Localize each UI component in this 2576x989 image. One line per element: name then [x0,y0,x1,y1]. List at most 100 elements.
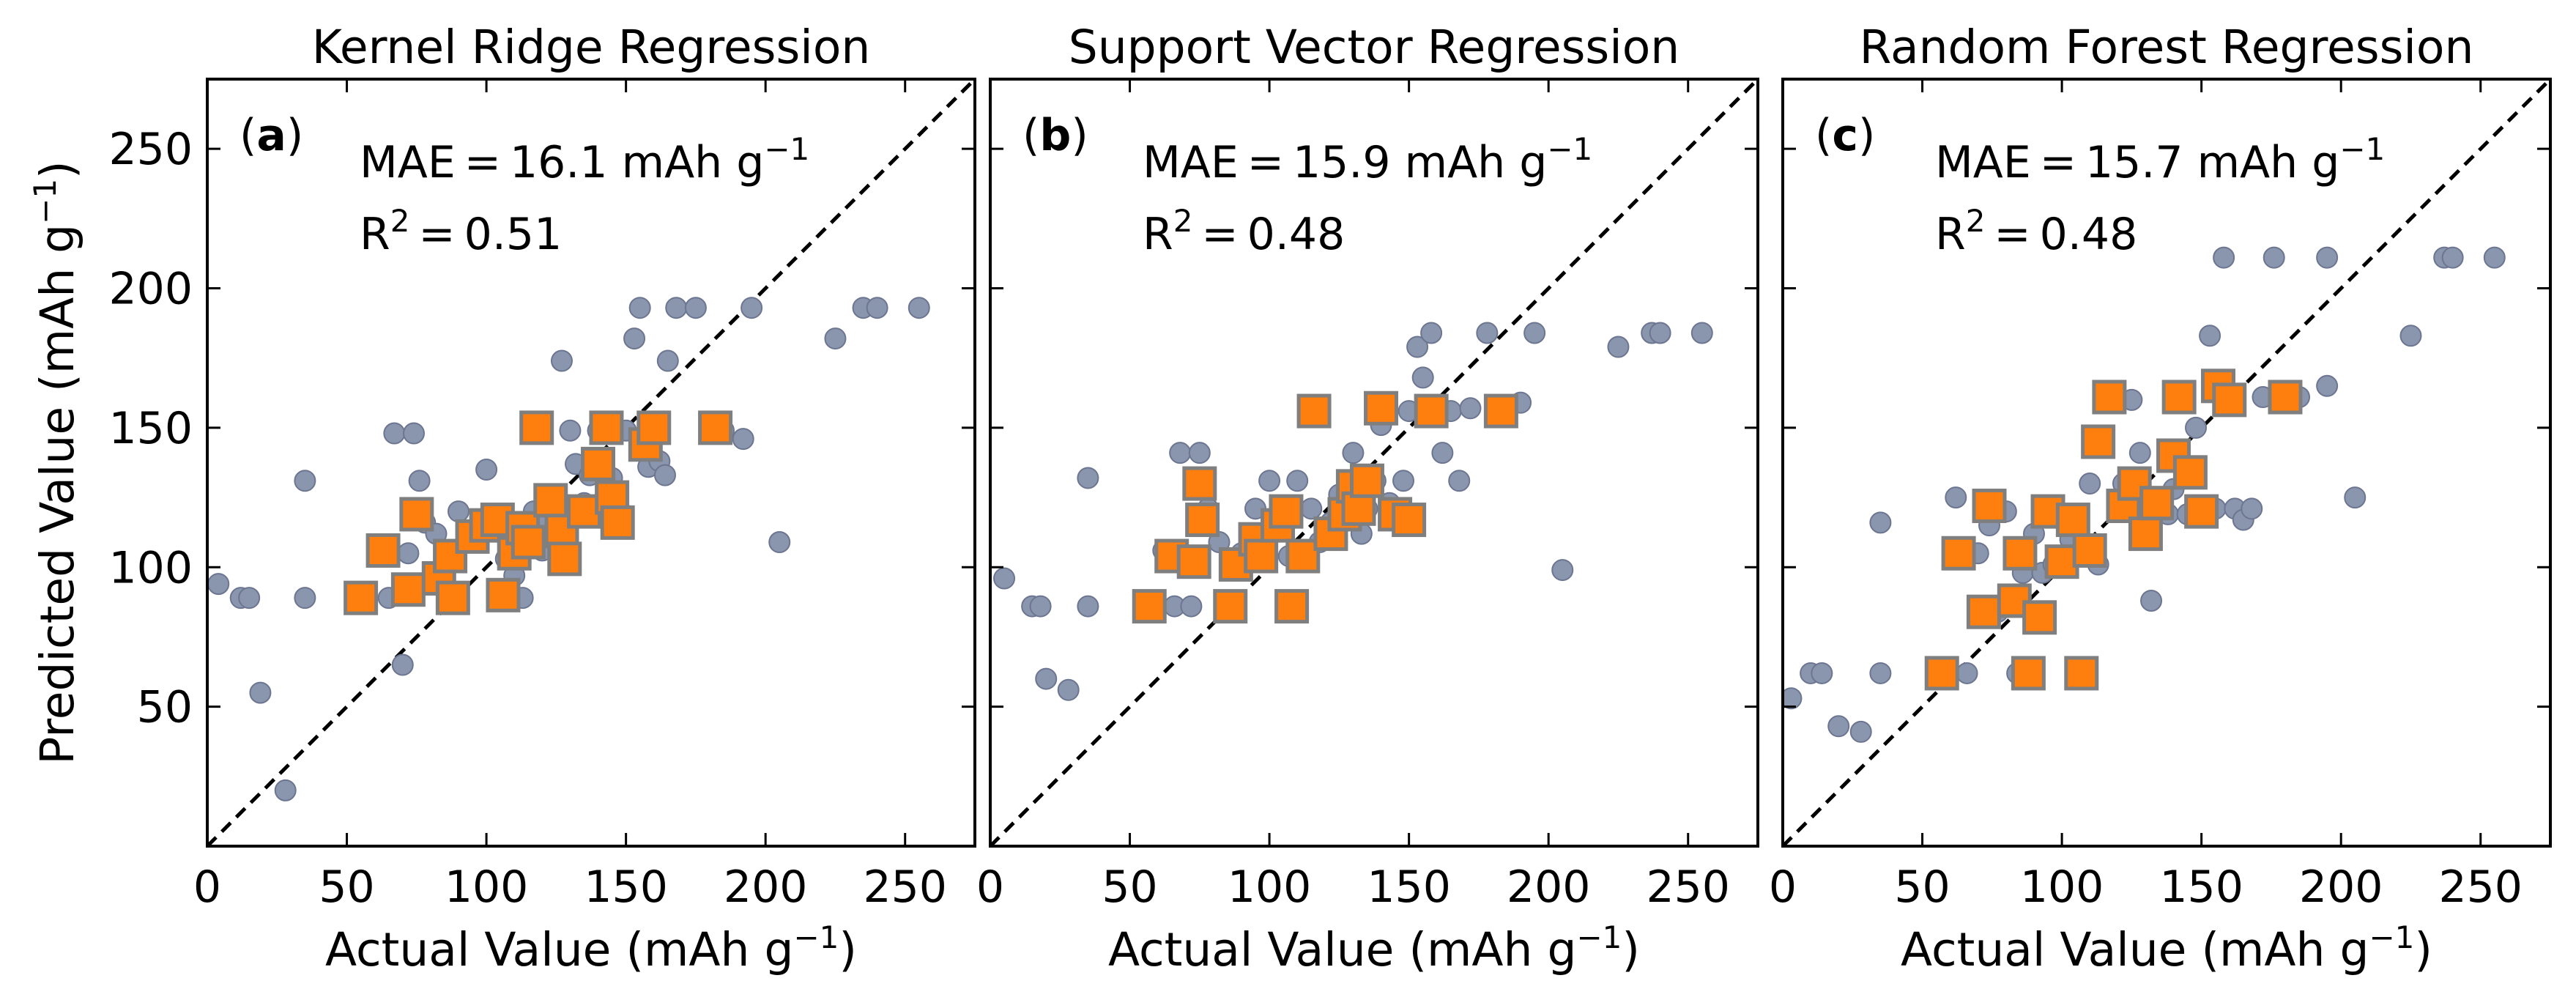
test-point [2184,494,2219,529]
test-point [390,572,426,607]
test-point [1269,494,1304,529]
train-point [403,422,426,445]
r2-exponent: 2 [1173,203,1193,239]
test-point [365,533,401,568]
test-point [2022,600,2057,635]
train-point [207,573,230,596]
test-point [1218,547,1253,582]
y-axis-label: Predicted Value (mAh g−1) [27,160,84,764]
panel-letter: (a) [240,110,303,161]
train-point [1180,595,1203,618]
r2-text: R2 = 0.48 [1143,203,1345,260]
train-point [2441,246,2464,269]
x-axis-label: Actual Value (mAh g−1) [1108,919,1640,977]
train-point [1169,442,1192,464]
train-point [1077,467,1099,489]
test-point [2081,424,2116,459]
train-point [2344,486,2367,509]
mae-unit-exponent: −1 [764,131,809,167]
train-point [447,500,469,523]
test-point [1285,538,1321,574]
x-tick-label: 50 [1102,862,1157,913]
test-point [1924,656,1959,691]
mae-text: MAE = 16.1 mAh g−1 [360,131,809,188]
train-point [1342,442,1365,464]
test-point [2161,379,2197,415]
train-point [2241,497,2263,520]
train-point [907,297,930,319]
y-axis-unit-exponent: −1 [27,179,63,224]
train-point [2316,374,2339,397]
train-point [391,653,414,676]
r2-exponent: 2 [1966,203,1986,239]
x-tick-label: 150 [2159,862,2243,913]
train-point [993,567,1016,590]
train-point [1448,470,1471,492]
train-point [824,327,847,350]
test-point [1941,536,1976,571]
x-axis-label: Actual Value (mAh g−1) [325,919,857,977]
train-point [1035,667,1058,690]
train-point [408,470,431,492]
test-point [589,410,624,445]
test-point [2128,516,2163,552]
test-point [1364,390,1399,426]
train-point [1459,397,1482,420]
mae-unit-exponent: −1 [1547,131,1592,167]
train-point [294,470,316,492]
train-point [732,428,754,451]
x-tick-label: 150 [584,862,668,913]
test-point [2072,533,2107,568]
x-tick-label: 50 [319,862,374,913]
panel-a: Kernel Ridge Regression 0 50 100 150 200 250 50… [108,21,976,977]
test-point [2055,503,2090,538]
test-point [547,541,582,577]
x-axis-unit-exponent: −1 [2369,919,2414,955]
test-point [2268,379,2303,415]
train-point [1077,595,1099,618]
panel-letter: (c) [1815,110,1875,161]
train-point [2079,473,2101,495]
train-point [1783,687,1803,710]
train-point [1392,470,1415,492]
test-point [2011,656,2046,691]
train-point [2483,246,2506,269]
panel-b: Support Vector Regression 0 50 100 150 200 250… [976,21,1759,977]
test-point [1972,489,2007,524]
test-point [698,410,733,445]
test-point [1185,503,1220,538]
train-point [665,297,688,319]
r2-text: R2 = 0.51 [360,203,562,260]
train-point [768,531,791,554]
test-point [1132,589,1167,624]
train-point [2128,442,2151,464]
train-point [1649,322,1671,344]
mae-unit-exponent: −1 [2339,131,2385,167]
train-point [2399,325,2422,347]
train-point [1476,322,1499,344]
x-axis-label: Actual Value (mAh g−1) [1901,919,2432,977]
train-point [383,422,406,445]
test-point [1213,589,1248,624]
train-point [1057,678,1080,701]
identity-line [990,79,1758,846]
test-point [2172,455,2208,490]
train-point [294,587,316,610]
x-axis-unit-exponent: −1 [1576,919,1622,955]
x-tick-label: 200 [2299,862,2383,913]
train-point [1420,322,1443,344]
train-point [1956,662,1978,684]
test-point [1296,393,1332,429]
train-point [274,779,297,801]
train-point [1869,662,1892,684]
train-point [1300,497,1323,520]
test-point [2064,656,2099,691]
train-point [684,297,707,319]
data-points [207,297,930,801]
x-tick-label: 250 [2438,862,2523,913]
panel-title: Random Forest Regression [1860,21,2474,74]
data-points [993,322,1713,701]
train-point [475,459,498,481]
test-point [1483,393,1518,429]
